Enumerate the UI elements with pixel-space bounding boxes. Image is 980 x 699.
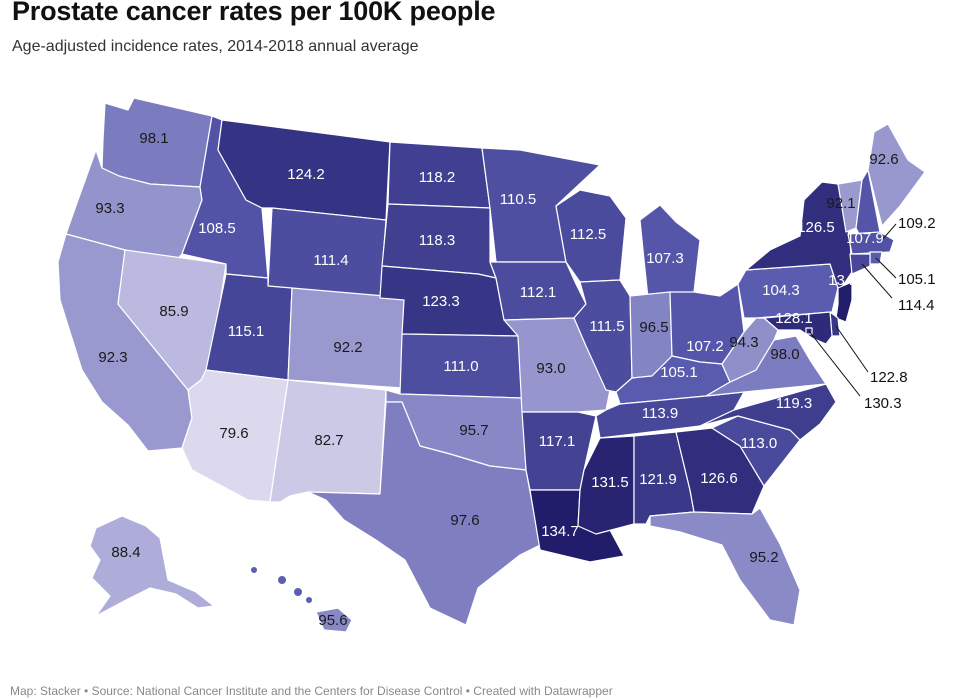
state-shape-me[interactable]	[867, 123, 926, 227]
value-label-md: 128.1	[775, 310, 813, 327]
value-label-vt: 92.1	[826, 195, 855, 212]
value-label-or: 93.3	[95, 200, 124, 217]
state-shape-nm[interactable]	[269, 379, 387, 503]
map-title: Prostate cancer rates per 100K people	[12, 0, 496, 26]
value-label-co: 92.2	[333, 339, 362, 356]
value-label-ky: 105.1	[660, 364, 698, 381]
value-label-mn: 110.5	[500, 191, 536, 208]
map-footer: Map: Stacker • Source: National Cancer I…	[10, 684, 613, 698]
state-shape-wi[interactable]	[555, 189, 627, 283]
state-shape-nj[interactable]	[835, 281, 853, 323]
value-label-wy: 111.4	[313, 252, 348, 269]
state-shapes	[57, 97, 926, 633]
value-label-al: 121.9	[639, 471, 677, 488]
state-shape-fl[interactable]	[649, 507, 801, 626]
value-label-nj: 134.4	[828, 272, 866, 289]
value-label-sc: 113.0	[741, 435, 777, 452]
leader-line-de	[835, 325, 869, 373]
value-label-mi: 107.3	[646, 250, 684, 267]
value-labels: 98.1 93.3 92.3 85.9 108.5 124.2 111.4 115.1 79.6…	[95, 130, 935, 629]
map-subtitle: Age-adjusted incidence rates, 2014-2018 …	[12, 38, 419, 55]
value-label-in: 96.5	[639, 319, 668, 336]
state-shape-il[interactable]	[573, 279, 633, 393]
state-shape-mi[interactable]	[639, 204, 701, 299]
value-label-pa: 104.3	[762, 282, 800, 299]
value-label-va: 98.0	[770, 346, 799, 363]
value-label-ma: 109.2	[898, 215, 936, 232]
value-label-id: 108.5	[198, 220, 236, 237]
value-label-az: 79.6	[219, 425, 248, 442]
state-shape-hi[interactable]	[315, 607, 353, 633]
value-label-nd: 118.2	[419, 169, 455, 186]
value-label-ar: 117.1	[539, 433, 575, 450]
value-label-ri: 105.1	[898, 271, 936, 288]
value-label-ak: 88.4	[111, 544, 140, 561]
leader-line-ri	[875, 257, 897, 279]
hawaii-island	[306, 597, 312, 603]
value-label-ut: 115.1	[228, 323, 264, 340]
leader-line-ma	[881, 223, 897, 241]
state-shape-md[interactable]	[763, 311, 833, 345]
value-label-tn: 113.9	[642, 405, 678, 422]
hawaii-island	[294, 588, 302, 596]
state-shape-ma[interactable]	[847, 231, 895, 255]
hawaii-island	[251, 567, 257, 573]
value-label-la: 134.7	[541, 523, 579, 540]
value-label-mo: 93.0	[536, 360, 565, 377]
value-label-ga: 126.6	[700, 470, 738, 487]
state-shape-ak[interactable]	[89, 515, 215, 617]
leader-lines	[808, 223, 897, 397]
value-label-fl: 95.2	[749, 549, 778, 566]
value-label-sd: 118.3	[419, 232, 455, 249]
hawaii-small-islands	[251, 567, 312, 603]
value-label-ne: 123.3	[422, 293, 460, 310]
state-shape-ct[interactable]	[849, 253, 871, 275]
value-label-il: 111.5	[589, 318, 624, 335]
value-label-ca: 92.3	[98, 349, 127, 366]
value-label-nc: 119.3	[776, 395, 812, 412]
value-label-wi: 112.5	[570, 226, 606, 243]
value-label-me: 92.6	[869, 151, 898, 168]
leader-line-dc	[808, 330, 861, 397]
value-label-nv: 85.9	[159, 303, 188, 320]
value-label-oh: 107.2	[686, 338, 724, 355]
value-label-ny: 126.5	[797, 219, 835, 236]
leader-line-ct	[861, 263, 893, 299]
value-label-wv: 94.3	[729, 334, 758, 351]
value-label-nh: 107.9	[846, 230, 884, 247]
value-label-mt: 124.2	[287, 166, 325, 183]
value-label-nm: 82.7	[314, 432, 343, 449]
value-label-ia: 112.1	[520, 284, 556, 301]
value-label-tx: 97.6	[450, 512, 479, 529]
value-label-ct: 114.4	[898, 297, 934, 314]
value-label-ms: 131.5	[591, 474, 629, 491]
value-label-wa: 98.1	[139, 130, 168, 147]
state-shape-tx[interactable]	[307, 401, 541, 626]
value-label-dc: 130.3	[864, 395, 902, 412]
value-label-ok: 95.7	[459, 422, 488, 439]
hawaii-island	[278, 576, 286, 584]
value-label-de: 122.8	[870, 369, 908, 386]
value-label-hi: 95.6	[318, 612, 347, 629]
value-label-ks: 111.0	[443, 358, 478, 375]
state-shape-nc[interactable]	[699, 383, 837, 441]
